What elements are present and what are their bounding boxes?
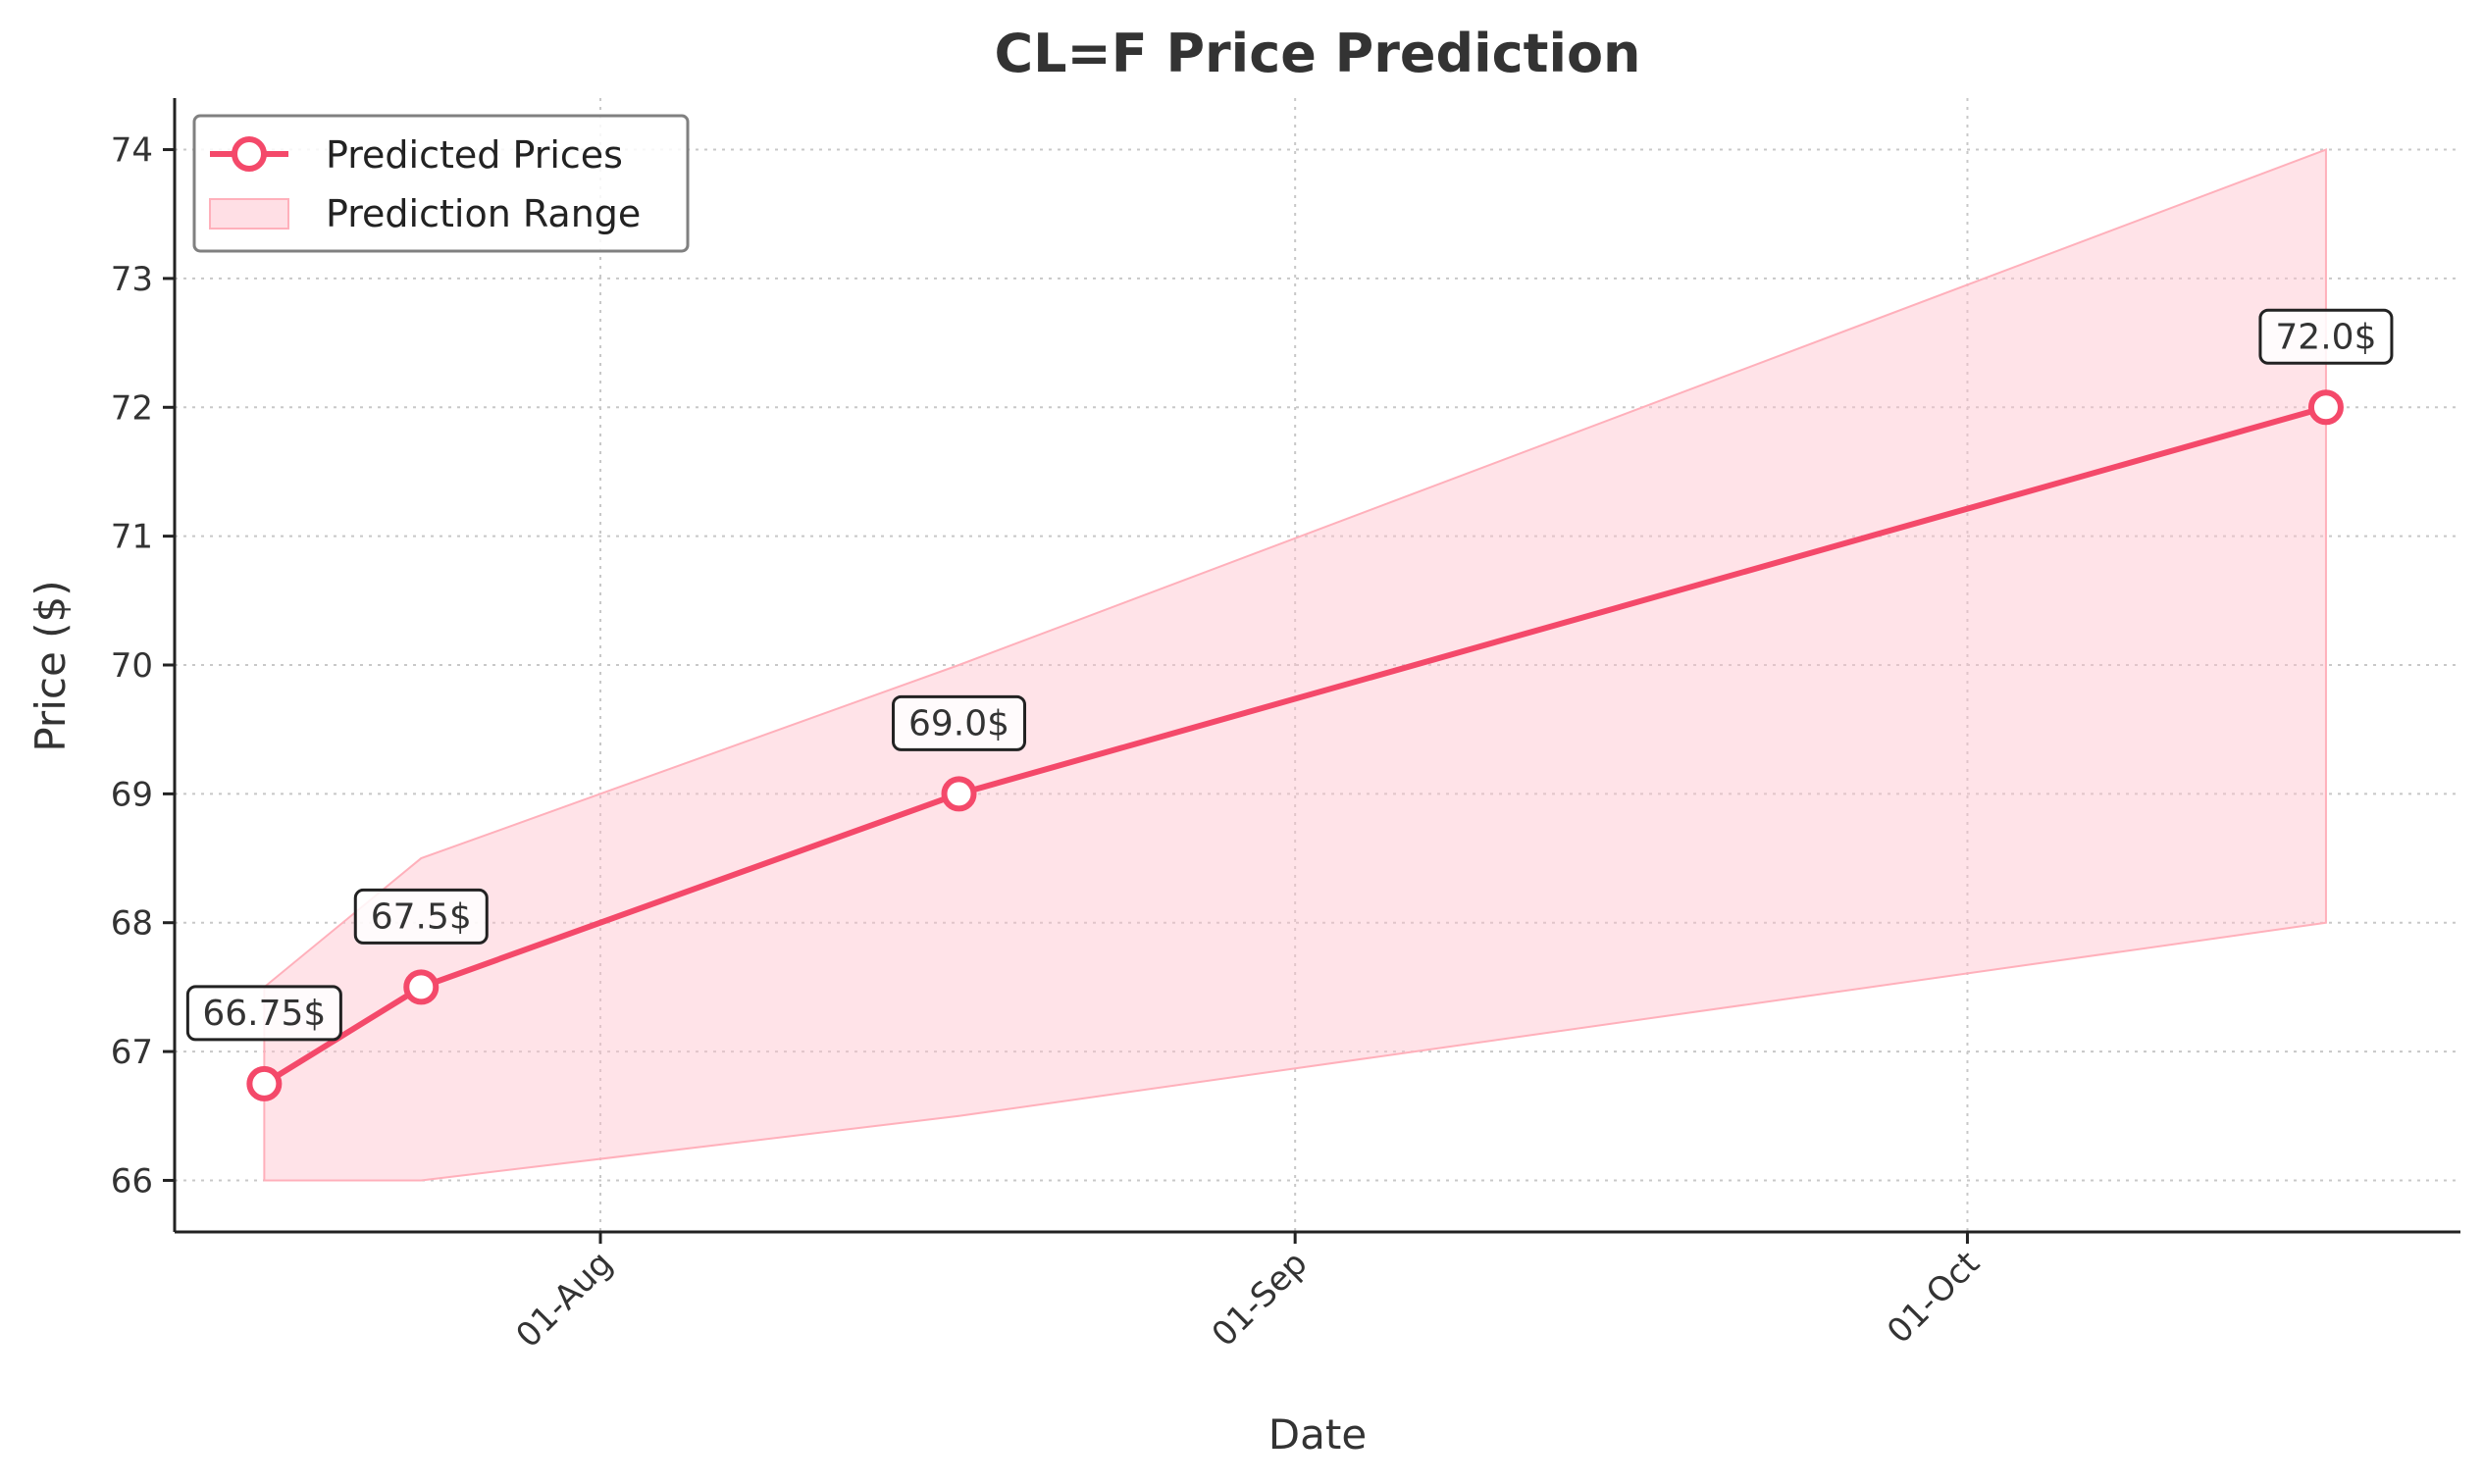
- price-annotation-box: [353, 888, 489, 945]
- predicted-price-point: [941, 776, 977, 812]
- y-tick-label: 66: [111, 1161, 153, 1201]
- y-axis-label: Price ($): [26, 580, 75, 751]
- price-annotation-label: 67.5$: [371, 896, 472, 937]
- grid-layer: [175, 98, 2460, 1232]
- x-axis-label: Date: [1268, 1410, 1367, 1458]
- legend-frame: [192, 114, 690, 253]
- y-tick-label: 74: [111, 131, 153, 171]
- y-tick-label: 69: [111, 775, 153, 814]
- price-annotation-label: 66.75$: [202, 994, 326, 1034]
- price-annotation-box: [185, 985, 342, 1042]
- x-tick-label: 01-Aug: [508, 1244, 620, 1356]
- y-tick-label: 67: [111, 1033, 153, 1072]
- y-tick-label: 72: [111, 388, 153, 428]
- legend: Predicted Prices Prediction Range: [192, 114, 690, 253]
- y-tick-label: 70: [111, 646, 153, 686]
- legend-label-predicted-prices: Predicted Prices: [326, 133, 623, 177]
- annotations-layer: 66.75$ 67.5$ 69.0$ 72.0$: [185, 308, 2394, 1042]
- predicted-price-point: [403, 969, 440, 1005]
- predicted-price-point: [246, 1065, 283, 1101]
- legend-label-prediction-range: Prediction Range: [326, 192, 641, 235]
- price-annotation-box: [892, 694, 1027, 751]
- x-tick-label: 01-Oct: [1880, 1244, 1988, 1352]
- price-annotation-label: 69.0$: [908, 703, 1009, 743]
- predicted-price-point: [2307, 389, 2344, 426]
- predicted-prices-layer: [246, 389, 2344, 1101]
- price-annotation-label: 72.0$: [2275, 317, 2376, 357]
- y-tick-label: 68: [111, 904, 153, 944]
- predicted-prices-line: [262, 404, 2327, 1087]
- y-tick-label: 71: [111, 518, 153, 557]
- legend-marker-swatch: [232, 136, 267, 172]
- y-tick-label: 73: [111, 260, 153, 299]
- prediction-range-band: [263, 148, 2327, 1182]
- chart-title: CL=F Price Prediction: [995, 23, 1641, 84]
- prediction-range-layer: [263, 148, 2327, 1182]
- price-annotation-box: [2258, 308, 2394, 365]
- x-tick-label: 01-Sep: [1205, 1244, 1316, 1355]
- legend-band-swatch: [209, 198, 289, 230]
